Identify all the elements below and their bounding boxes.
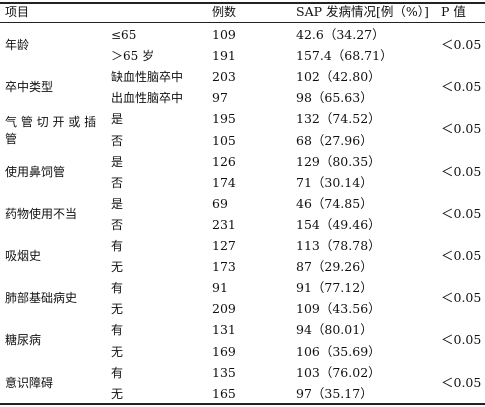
- row-subgroup: ＞65 岁: [111, 49, 155, 64]
- row-subgroup: 无: [111, 302, 124, 317]
- p-value: ＜0.05: [441, 163, 482, 179]
- row-sap-value: 103（76.02）: [296, 364, 381, 380]
- row-count: 209: [212, 301, 236, 317]
- p-value: ＜0.05: [441, 37, 482, 52]
- p-value: ＜0.05: [441, 205, 482, 221]
- row-count: 135: [212, 364, 236, 380]
- row-count: 169: [212, 343, 236, 359]
- group-name-line: 气 管 切 开 或 插: [5, 115, 97, 130]
- row-sap-value: 113（78.78）: [296, 238, 381, 253]
- header-p: P 值: [441, 4, 466, 19]
- row-count: 131: [212, 322, 236, 338]
- row-count: 109: [212, 27, 236, 42]
- group-name: 药物使用不当: [5, 207, 77, 221]
- row-subgroup: 是: [111, 196, 124, 211]
- row-sap-value: 87（29.26）: [296, 259, 373, 275]
- row-count: 173: [212, 259, 236, 275]
- row-count: 203: [212, 69, 236, 85]
- row-count: 97: [212, 90, 228, 106]
- row-count: 165: [212, 385, 236, 401]
- group-name: 气 管 切 开 或 插管: [5, 114, 96, 148]
- group-name: 吸烟史: [5, 249, 41, 263]
- row-subgroup: 无: [111, 386, 124, 401]
- row-count: 126: [212, 153, 236, 169]
- row-sap-value: 91（77.12）: [296, 280, 373, 296]
- group-name: 肺部基础病史: [5, 291, 77, 305]
- row-subgroup: 缺血性脑卒中: [111, 70, 184, 85]
- row-count: 195: [212, 111, 236, 127]
- table-bottom-rule: [0, 403, 485, 405]
- row-subgroup: 有: [111, 281, 124, 296]
- header-count: 例数: [212, 5, 237, 19]
- row-sap-value: 129（80.35）: [296, 153, 381, 169]
- header-sap: SAP 发病情况[例（%）]: [296, 4, 429, 19]
- p-value: ＜0.05: [441, 332, 482, 348]
- group-name-line: 卒中类型: [5, 80, 54, 95]
- group-name-line: 吸烟史: [5, 249, 42, 263]
- group-name: 使用鼻饲管: [5, 165, 65, 179]
- row-subgroup: 是: [111, 154, 124, 169]
- group-name-line: 年龄: [5, 38, 30, 52]
- row-subgroup: ≤65: [111, 28, 137, 42]
- row-sap-value: 106（35.69）: [296, 343, 381, 359]
- group-name: 糖尿病: [5, 333, 41, 347]
- row-count: 91: [212, 280, 228, 296]
- row-subgroup: 否: [111, 175, 124, 190]
- row-sap-value: 68（27.96）: [296, 132, 373, 148]
- table-top-rule: [0, 2, 485, 4]
- p-value: ＜0.05: [441, 374, 482, 390]
- group-name-line: 意识障碍: [5, 375, 54, 390]
- row-count: 105: [212, 132, 236, 148]
- row-sap-value: 42.6（34.27）: [296, 27, 385, 42]
- group-name: 意识障碍: [5, 376, 53, 390]
- p-value: ＜0.05: [441, 79, 482, 95]
- row-sap-value: 132（74.52）: [296, 111, 381, 127]
- row-sap-value: 157.4（68.71）: [296, 48, 393, 64]
- row-subgroup: 有: [111, 365, 124, 380]
- p-value: ＜0.05: [441, 248, 482, 263]
- row-subgroup: 有: [111, 323, 124, 338]
- row-subgroup: 无: [111, 344, 124, 359]
- row-sap-value: 98（65.63）: [296, 90, 373, 106]
- row-sap-value: 46（74.85）: [296, 195, 373, 211]
- row-sap-value: 154（49.46）: [296, 216, 381, 232]
- group-name-line: 管: [5, 132, 18, 147]
- row-count: 127: [212, 238, 236, 253]
- p-value: ＜0.05: [441, 121, 482, 137]
- row-subgroup: 无: [111, 260, 124, 275]
- group-name-line: 肺部基础病史: [5, 291, 78, 306]
- group-name: 年龄: [5, 38, 29, 52]
- p-value: ＜0.05: [441, 290, 482, 306]
- row-subgroup: 是: [111, 112, 124, 127]
- row-subgroup: 出血性脑卒中: [111, 91, 184, 106]
- row-sap-value: 97（35.17）: [296, 385, 373, 401]
- group-name-line: 使用鼻饲管: [5, 164, 66, 179]
- group-name-line: 药物使用不当: [5, 206, 78, 221]
- group-name-line: 糖尿病: [5, 333, 42, 348]
- row-sap-value: 102（42.80）: [296, 69, 381, 85]
- row-subgroup: 有: [111, 239, 124, 253]
- row-subgroup: 否: [111, 217, 124, 232]
- row-count: 174: [212, 174, 236, 190]
- header-item: 项目: [5, 5, 30, 19]
- row-sap-value: 71（30.14）: [296, 174, 373, 190]
- group-name: 卒中类型: [5, 80, 53, 94]
- row-sap-value: 94（80.01）: [296, 322, 373, 338]
- row-count: 69: [212, 195, 228, 211]
- row-sap-value: 109（43.56）: [296, 301, 381, 317]
- row-subgroup: 否: [111, 133, 124, 148]
- row-count: 191: [212, 48, 236, 64]
- row-count: 231: [212, 216, 236, 232]
- header-rule: [0, 22, 485, 23]
